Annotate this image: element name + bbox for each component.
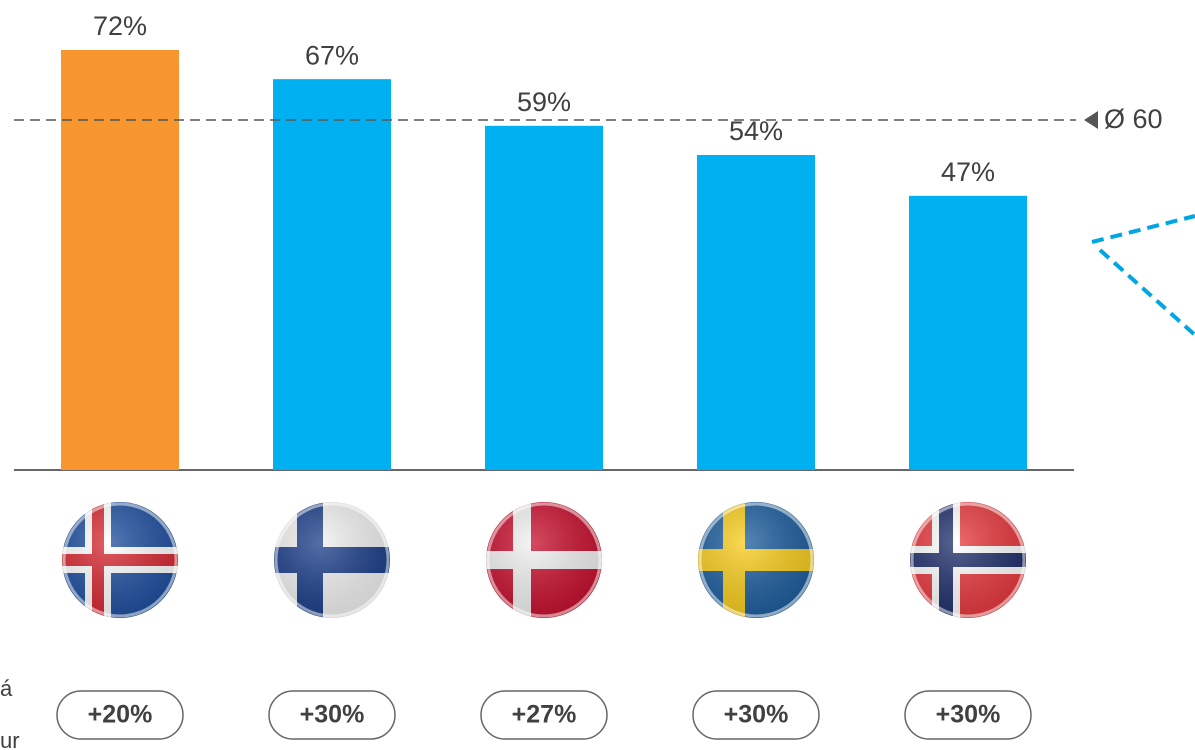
growth-pill bbox=[692, 690, 820, 740]
bar bbox=[909, 195, 1027, 471]
bar bbox=[485, 125, 603, 470]
growth-pill bbox=[904, 690, 1032, 740]
bar bbox=[273, 79, 391, 470]
side-text: ur bbox=[0, 728, 20, 750]
growth-label: +30% bbox=[936, 701, 1001, 729]
flag-shine bbox=[910, 502, 1026, 618]
flag bbox=[62, 502, 178, 618]
flag-shine bbox=[274, 502, 390, 618]
value-label: 54% bbox=[729, 116, 783, 146]
growth-label: +20% bbox=[88, 701, 153, 729]
flag bbox=[486, 502, 602, 618]
growth-label: +30% bbox=[724, 701, 789, 729]
flag-rim bbox=[910, 502, 1026, 618]
flag-rim bbox=[274, 502, 390, 618]
flag bbox=[274, 502, 390, 618]
flag bbox=[698, 502, 814, 618]
flag-rim bbox=[62, 502, 178, 618]
value-label: 67% bbox=[305, 40, 359, 70]
flag-shine bbox=[698, 502, 814, 618]
growth-label: +30% bbox=[300, 701, 365, 729]
flag-rim bbox=[698, 502, 814, 618]
growth-pill bbox=[268, 690, 396, 740]
growth-label: +27% bbox=[512, 701, 577, 729]
growth-pill bbox=[56, 690, 184, 740]
flag bbox=[910, 502, 1026, 618]
value-label: 59% bbox=[517, 87, 571, 117]
flag-rim bbox=[486, 502, 602, 618]
average-marker bbox=[1084, 110, 1098, 129]
value-label: 72% bbox=[93, 11, 147, 41]
average-label: Ø 60 bbox=[1104, 104, 1163, 134]
growth-pill bbox=[480, 690, 608, 740]
bar bbox=[697, 154, 815, 471]
flag-shine bbox=[486, 502, 602, 618]
decoration bbox=[1091, 214, 1195, 337]
value-label: 47% bbox=[941, 157, 995, 187]
side-text: á bbox=[0, 676, 13, 701]
flag-shine bbox=[62, 502, 178, 618]
bar bbox=[61, 49, 179, 470]
